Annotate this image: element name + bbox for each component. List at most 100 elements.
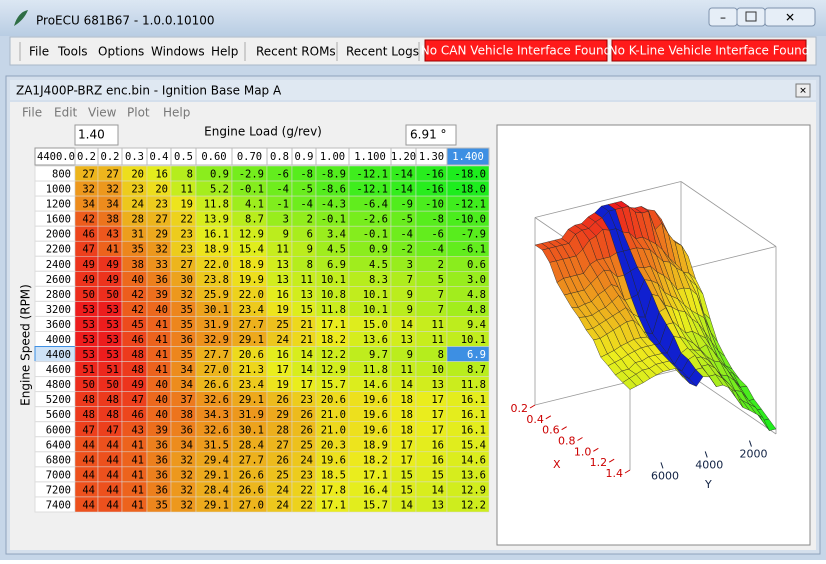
maximize-button[interactable] xyxy=(736,7,766,27)
cell-value: 26.6 xyxy=(204,379,229,391)
map-menu-item[interactable]: View xyxy=(88,106,117,120)
x-tick xyxy=(577,437,583,441)
column-label: 0.9 xyxy=(295,151,314,163)
cell-value: 46 xyxy=(131,409,144,421)
cell-value: -12.1 xyxy=(356,169,388,181)
close-button[interactable] xyxy=(764,7,816,27)
cell-value: 23.4 xyxy=(239,379,264,391)
map-menu-item[interactable]: File xyxy=(22,106,42,120)
cell-value: 17 xyxy=(431,424,444,436)
cell-value: -9 xyxy=(400,199,413,211)
cell-value: 32.9 xyxy=(204,334,229,346)
cell-value: 19.9 xyxy=(239,274,264,286)
menu-item[interactable]: Help xyxy=(211,45,238,59)
cell-value: 17.1 xyxy=(321,499,346,511)
toolbar-button[interactable]: Recent ROMs xyxy=(256,45,336,59)
cell-value: 18.5 xyxy=(321,469,346,481)
cell-value: 41 xyxy=(155,349,168,361)
x-tick xyxy=(561,426,567,431)
cell-value: -8.6 xyxy=(321,184,346,196)
cell-value: 23 xyxy=(180,244,193,256)
cell-value: 17 xyxy=(400,439,413,451)
cell-value: 11 xyxy=(400,364,413,376)
cell-value: 24 xyxy=(131,199,144,211)
cell-value: -4.3 xyxy=(321,199,346,211)
row-label: 1200 xyxy=(46,199,71,211)
column-label: 0.8 xyxy=(270,151,289,163)
cell-value: 34 xyxy=(106,199,119,211)
cell-value: 13 xyxy=(276,274,289,286)
cell-value: 10 xyxy=(431,364,444,376)
map-menu-item[interactable]: Plot xyxy=(127,106,150,120)
cell-value: 11.8 xyxy=(363,364,388,376)
cell-value: 13 xyxy=(300,289,313,301)
cell-value: 40 xyxy=(155,379,168,391)
cell-value: 18.9 xyxy=(363,439,388,451)
cell-value: 8.7 xyxy=(245,214,264,226)
map-close-button[interactable] xyxy=(795,83,811,98)
alert-text: No CAN Vehicle Interface Found xyxy=(421,44,611,58)
row-label: 2000 xyxy=(46,229,71,241)
row-label: 3600 xyxy=(46,319,71,331)
cell-value: 53 xyxy=(82,319,95,331)
cell-value: 26 xyxy=(276,454,289,466)
cell-value: 44 xyxy=(106,469,119,481)
cell-value: 8 xyxy=(307,259,313,271)
cell-value: 4.8 xyxy=(467,289,486,301)
column-header[interactable] xyxy=(446,147,490,166)
x-tick-label: 0.2 xyxy=(511,402,529,415)
cell-value: 16 xyxy=(431,439,444,451)
menu-item[interactable]: Tools xyxy=(57,45,88,59)
cell-value: 41 xyxy=(106,244,119,256)
y-tick-label: 2000 xyxy=(739,448,767,461)
cell-value: 16.1 xyxy=(461,409,486,421)
row-label: 4000 xyxy=(46,334,71,346)
map-cell[interactable] xyxy=(446,496,490,513)
cell-value: -10 xyxy=(425,199,444,211)
map-menu-item[interactable]: Edit xyxy=(54,106,78,120)
surface-patch xyxy=(622,378,637,390)
cell-value: 44 xyxy=(82,484,95,496)
cell-value: 27.7 xyxy=(239,319,264,331)
row-label: 6000 xyxy=(46,424,71,436)
cell-value: 22.0 xyxy=(204,259,229,271)
cell-value: 24 xyxy=(276,334,289,346)
cell-value: 45 xyxy=(131,319,144,331)
cell-value: -5 xyxy=(400,214,413,226)
cell-value: 9 xyxy=(407,289,413,301)
x-tick xyxy=(593,447,599,452)
cell-value: 38 xyxy=(180,409,193,421)
cell-value: 28 xyxy=(131,214,144,226)
menu-item[interactable]: Windows xyxy=(151,45,205,59)
menu-item[interactable]: File xyxy=(29,45,49,59)
cell-value: 15 xyxy=(400,484,413,496)
cell-value: 36 xyxy=(180,334,193,346)
column-label: 0.2 xyxy=(77,151,96,163)
cell-value: 41 xyxy=(155,319,168,331)
menu-item[interactable]: Options xyxy=(98,45,144,59)
cell-value: 35 xyxy=(180,304,193,316)
cell-value: 27 xyxy=(106,169,119,181)
cell-value: 14 xyxy=(300,349,313,361)
cell-value: 31 xyxy=(131,229,144,241)
cell-value: 6 xyxy=(307,229,313,241)
cell-value: 3.0 xyxy=(467,274,486,286)
cell-value: -16 xyxy=(425,169,444,181)
map-menu-item[interactable]: Help xyxy=(163,106,190,120)
cell-value: -8 xyxy=(431,214,444,226)
cell-value: 4.5 xyxy=(327,244,346,256)
cell-value-box[interactable] xyxy=(405,124,457,146)
cell-value: 15.4 xyxy=(239,244,264,256)
cell-value: 26 xyxy=(276,394,289,406)
x-tick-label: 0.4 xyxy=(526,413,544,426)
cell-value: 17.8 xyxy=(321,484,346,496)
cell-value: 40 xyxy=(131,274,144,286)
x-value-box[interactable] xyxy=(74,124,119,146)
cell-value: 53 xyxy=(106,349,119,361)
cell-value: 7 xyxy=(438,289,444,301)
toolbar-button[interactable]: Recent Logs xyxy=(346,45,419,59)
row-label: 2400 xyxy=(46,259,71,271)
cell-value: 32 xyxy=(180,289,193,301)
cell-value: 11 xyxy=(276,244,289,256)
cell-value: 40 xyxy=(155,394,168,406)
